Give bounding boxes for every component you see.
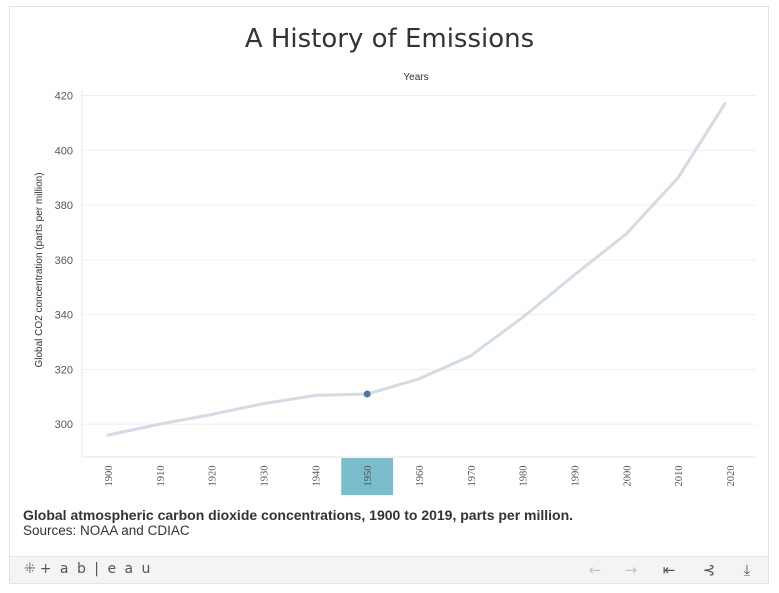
- y-tick-label: 300: [55, 419, 73, 431]
- y-tick-label: 400: [55, 145, 73, 157]
- toolbar: ⁜ + a b | e a u ← → ⇤ ⊰ ⤓: [10, 556, 768, 583]
- y-tick-label: 320: [55, 364, 73, 376]
- y-tick-label: 340: [55, 310, 73, 322]
- x-tick-label[interactable]: 1940: [311, 466, 322, 487]
- x-tick-label[interactable]: 2000: [622, 466, 633, 487]
- caption-sources: Sources: NOAA and CDIAC: [23, 523, 190, 538]
- x-tick-label[interactable]: 1950: [363, 466, 374, 487]
- gridlines: [82, 94, 756, 425]
- highlighted-year-band[interactable]: [341, 458, 394, 495]
- x-tick-label[interactable]: 1910: [156, 466, 167, 487]
- x-axis-band: [341, 458, 394, 495]
- undo-icon[interactable]: ←: [588, 561, 602, 579]
- series-line[interactable]: [106, 102, 727, 437]
- top-axis-label: Years: [403, 72, 428, 83]
- series-layer: [106, 102, 727, 437]
- caption-main: Global atmospheric carbon dioxide concen…: [23, 507, 574, 523]
- y-tick-label: 380: [55, 200, 73, 212]
- x-tick-label[interactable]: 2010: [674, 466, 685, 487]
- tableau-logo-icon: ⁜: [24, 561, 36, 577]
- x-tick-label[interactable]: 2020: [726, 466, 737, 487]
- chart-title: A History of Emissions: [244, 24, 535, 54]
- axes: 300 320 340 360 380 400 420 1900 1910 1920 1930 194…: [55, 90, 756, 487]
- tableau-logo-text: + a b | e a u: [39, 561, 153, 577]
- x-tick-label[interactable]: 1980: [519, 466, 530, 487]
- x-tick-label[interactable]: 1960: [415, 466, 426, 487]
- download-icon[interactable]: ⤓: [743, 561, 751, 579]
- x-tick-label[interactable]: 1970: [467, 466, 478, 487]
- y-axis-label: Global CO2 concentration (parts per mill…: [34, 172, 45, 367]
- x-tick-label[interactable]: 1920: [208, 466, 219, 487]
- redo-icon[interactable]: →: [624, 561, 638, 579]
- y-tick-label: 360: [55, 255, 73, 267]
- highlighted-data-point[interactable]: [363, 390, 371, 398]
- caption: Global atmospheric carbon dioxide concen…: [23, 507, 573, 538]
- tableau-logo[interactable]: ⁜ + a b | e a u: [24, 561, 152, 577]
- x-tick-label[interactable]: 1930: [259, 466, 270, 487]
- share-icon[interactable]: ⊰: [702, 561, 716, 579]
- x-tick-label[interactable]: 1900: [104, 466, 115, 487]
- y-tick-label: 420: [55, 90, 73, 102]
- revert-icon[interactable]: ⇤: [662, 561, 676, 579]
- x-tick-label[interactable]: 1990: [571, 466, 582, 487]
